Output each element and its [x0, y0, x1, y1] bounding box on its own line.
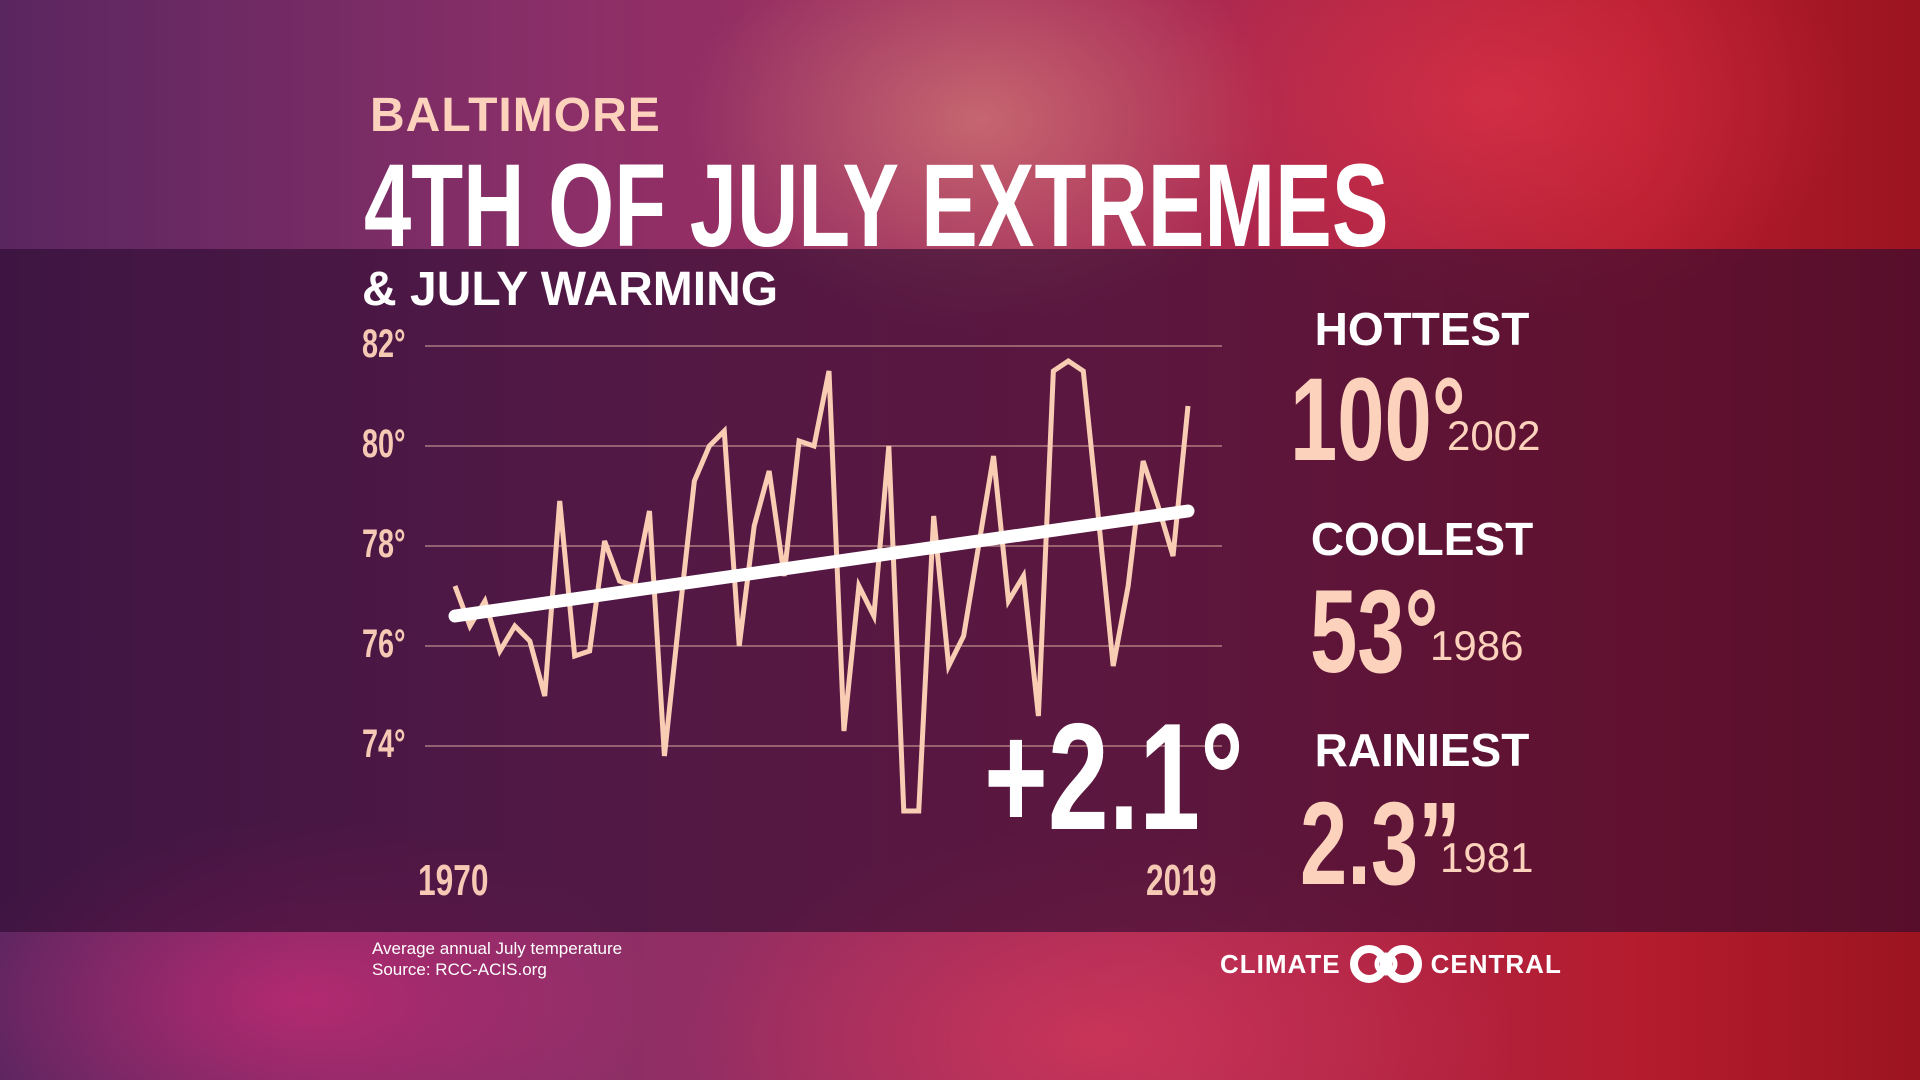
stat-value-hottest: 100°: [1290, 354, 1466, 486]
x-tick-label-end: 2019: [1146, 856, 1217, 905]
y-tick-label: 80°: [362, 422, 406, 466]
stat-label-rainiest: RAINIEST: [1314, 724, 1530, 776]
footer-notes: Average annual July temperature Source: …: [372, 938, 622, 980]
logo-text-right: CENTRAL: [1430, 948, 1562, 979]
logo-text-left: CLIMATE: [1220, 948, 1341, 979]
temperature-line: [452, 357, 1191, 814]
stat-year-hottest: 2002: [1447, 412, 1541, 459]
subtitle: & JULY WARMING: [362, 263, 779, 316]
trend-line: [448, 504, 1195, 623]
dark-band: [0, 249, 1920, 932]
title-text: 4TH OF JULY EXTREMES: [364, 140, 1389, 272]
stat-value-rainiest: 2.3”: [1300, 778, 1461, 910]
stat-label-hottest: HOTTEST: [1314, 303, 1530, 355]
x-tick-label-start: 1970: [418, 856, 489, 905]
logo-rings-icon: [1349, 945, 1422, 983]
footer-note: Average annual July temperature: [372, 939, 623, 958]
page-title: 4TH OF JULY EXTREMES: [364, 138, 1787, 274]
city-label: BALTIMORE: [370, 89, 661, 142]
stat-label-coolest: COOLEST: [1310, 513, 1534, 565]
y-tick-label: 78°: [362, 522, 406, 566]
y-tick-label: 76°: [362, 622, 406, 666]
stat-year-rainiest: 1981: [1440, 834, 1534, 881]
y-tick-label: 82°: [362, 322, 406, 366]
warming-annotation: +2.1°: [984, 692, 1244, 862]
stat-value-coolest: 53°: [1310, 566, 1439, 698]
footer-source: Source: RCC-ACIS.org: [372, 960, 547, 979]
y-tick-label: 74°: [362, 722, 406, 766]
climate-central-logo: CLIMATE CENTRAL: [1220, 944, 1562, 984]
stat-year-coolest: 1986: [1430, 622, 1524, 669]
